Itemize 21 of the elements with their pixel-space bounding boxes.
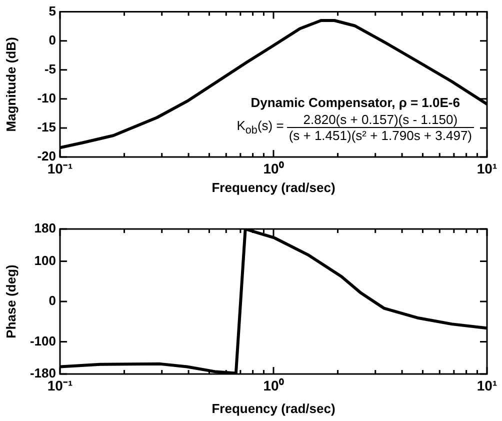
y-tick-label: -100 (30, 333, 56, 348)
x-tick-label: 10⁰ (263, 377, 284, 394)
y-tick-label: -10 (37, 90, 56, 106)
x-axis-title: Frequency (rad/sec) (212, 400, 336, 416)
y-tick-label: 0 (48, 293, 56, 308)
y-tick-label: 100 (34, 252, 56, 268)
x-tick-label: 10⁰ (263, 160, 284, 176)
annotation: 2.820(s + 0.157)(s - 1.150) (302, 112, 459, 127)
x-axis-title: Frequency (rad/sec) (212, 180, 336, 195)
y-tick-label: 5 (48, 3, 56, 18)
annotation: K$_{ob}$(s) = (236, 118, 284, 137)
y-axis-title: Magnitude (dB) (3, 37, 18, 132)
y-tick-label: 0 (48, 32, 56, 48)
x-tick-label: 10¹ (476, 160, 498, 176)
x-tick-label: 10¹ (476, 377, 498, 394)
y-tick-label: -15 (37, 120, 56, 135)
annotation: Dynamic Compensator, ρ = 1.0E-6 (250, 95, 460, 110)
annotation: (s + 1.451)(s² + 1.790s + 3.497) (286, 127, 474, 143)
y-tick-label: -5 (44, 61, 56, 76)
y-tick-label: 180 (34, 220, 56, 236)
y-axis-title: Phase (deg) (3, 264, 18, 338)
